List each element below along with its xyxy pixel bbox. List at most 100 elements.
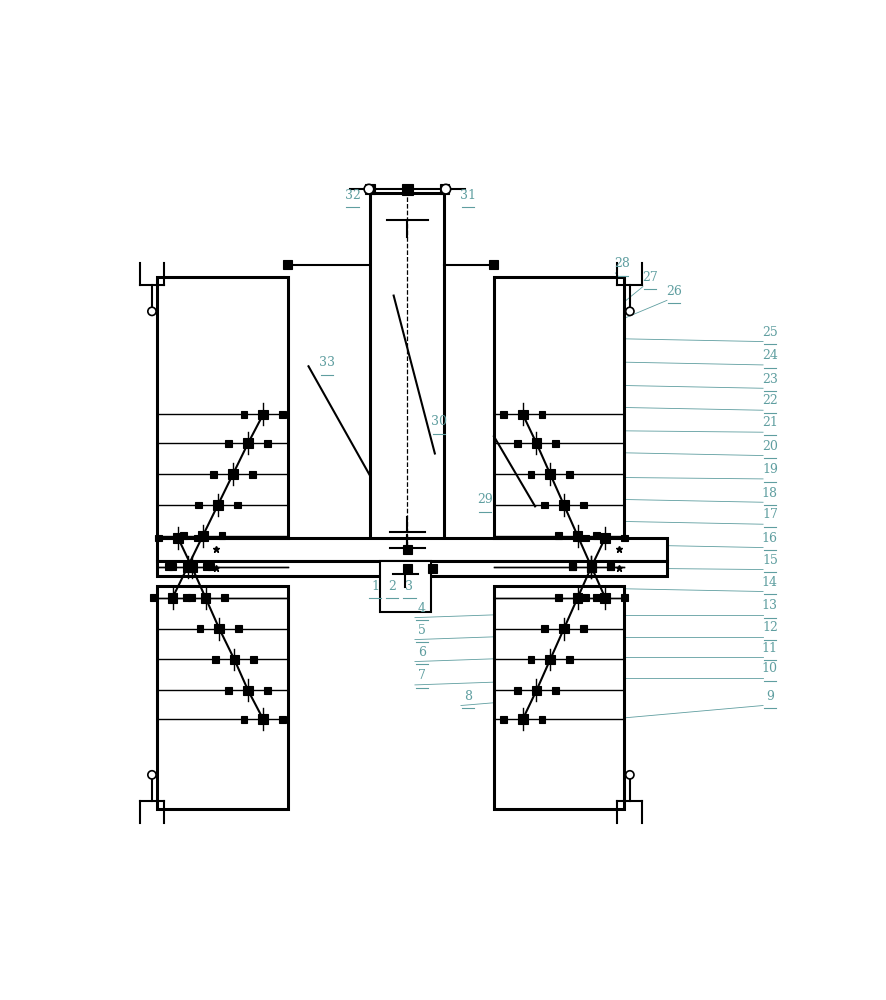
- Text: 2: 2: [388, 580, 396, 593]
- Bar: [244, 686, 253, 695]
- Text: 31: 31: [460, 189, 476, 202]
- Text: 16: 16: [762, 532, 778, 545]
- Bar: [284, 260, 292, 269]
- Bar: [594, 594, 601, 601]
- Bar: [169, 563, 176, 570]
- Text: 26: 26: [666, 285, 681, 298]
- Bar: [158, 277, 288, 538]
- Bar: [494, 277, 625, 538]
- Bar: [428, 564, 438, 573]
- Bar: [587, 562, 596, 572]
- Text: 24: 24: [762, 349, 778, 362]
- Bar: [555, 594, 562, 601]
- Bar: [180, 532, 187, 539]
- Text: 21: 21: [762, 416, 778, 429]
- Circle shape: [148, 771, 156, 779]
- Bar: [158, 538, 667, 561]
- Bar: [158, 586, 288, 809]
- Text: 14: 14: [762, 576, 778, 589]
- Bar: [198, 531, 207, 541]
- Text: 1: 1: [371, 580, 379, 593]
- Bar: [366, 184, 375, 194]
- Bar: [183, 594, 190, 601]
- Bar: [235, 625, 242, 632]
- Circle shape: [626, 771, 634, 779]
- Bar: [222, 594, 229, 601]
- Text: 10: 10: [762, 662, 778, 675]
- Bar: [527, 471, 534, 478]
- Text: 17: 17: [762, 508, 778, 521]
- Bar: [489, 260, 498, 269]
- Text: 8: 8: [463, 690, 472, 703]
- Text: 19: 19: [762, 463, 778, 476]
- Bar: [532, 438, 541, 448]
- Text: 15: 15: [762, 554, 778, 567]
- Text: 32: 32: [345, 189, 361, 202]
- Bar: [546, 655, 555, 664]
- Bar: [559, 624, 569, 633]
- Bar: [214, 624, 224, 633]
- Text: 11: 11: [762, 642, 778, 655]
- Bar: [155, 535, 162, 541]
- Bar: [150, 594, 157, 601]
- Text: 29: 29: [477, 493, 493, 506]
- Bar: [240, 716, 247, 723]
- Bar: [201, 593, 210, 603]
- Circle shape: [148, 307, 156, 315]
- Text: 33: 33: [319, 356, 335, 369]
- Bar: [204, 563, 210, 570]
- Bar: [240, 411, 247, 418]
- Bar: [569, 563, 576, 570]
- Bar: [264, 440, 271, 447]
- Bar: [582, 594, 589, 601]
- Bar: [234, 502, 240, 508]
- Bar: [403, 564, 412, 573]
- Bar: [518, 410, 527, 419]
- Bar: [380, 561, 431, 612]
- Bar: [494, 586, 625, 809]
- Text: 20: 20: [762, 440, 778, 453]
- Circle shape: [626, 307, 634, 315]
- Bar: [189, 594, 195, 601]
- Bar: [207, 563, 214, 570]
- Bar: [213, 500, 222, 510]
- Bar: [197, 625, 204, 632]
- Bar: [279, 716, 286, 723]
- Bar: [158, 561, 667, 576]
- Bar: [219, 532, 225, 539]
- Bar: [402, 184, 413, 195]
- Bar: [601, 593, 610, 603]
- Bar: [259, 714, 268, 724]
- Bar: [539, 411, 546, 418]
- Text: 5: 5: [418, 624, 426, 637]
- Bar: [264, 687, 271, 694]
- Bar: [552, 440, 559, 447]
- Circle shape: [441, 184, 451, 194]
- Text: 7: 7: [418, 669, 426, 682]
- Bar: [259, 410, 268, 419]
- Bar: [539, 716, 546, 723]
- Bar: [621, 535, 628, 541]
- Bar: [229, 469, 237, 479]
- Bar: [566, 471, 573, 478]
- Bar: [569, 563, 576, 570]
- Bar: [210, 471, 217, 478]
- Bar: [555, 532, 562, 539]
- Bar: [601, 533, 610, 543]
- Bar: [225, 687, 232, 694]
- Bar: [587, 562, 596, 572]
- Bar: [167, 593, 177, 603]
- Bar: [370, 193, 445, 546]
- Bar: [500, 411, 507, 418]
- Bar: [194, 535, 201, 541]
- Bar: [229, 655, 239, 664]
- Text: 9: 9: [766, 690, 773, 703]
- Bar: [403, 545, 412, 554]
- Bar: [541, 625, 548, 632]
- Text: 22: 22: [762, 394, 778, 407]
- Bar: [225, 440, 232, 447]
- Bar: [514, 687, 521, 694]
- Bar: [579, 502, 587, 508]
- Bar: [621, 594, 628, 601]
- Bar: [573, 531, 582, 541]
